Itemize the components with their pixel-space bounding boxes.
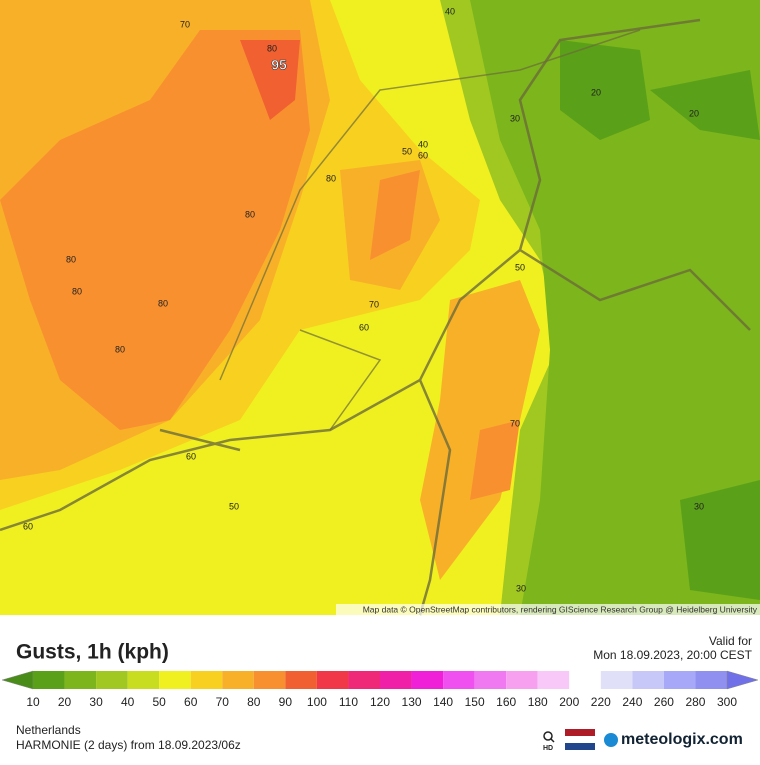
footer: Netherlands HARMONIE (2 days) from 18.09… xyxy=(16,723,743,752)
flag-blue xyxy=(565,743,595,750)
colorbar-label: 90 xyxy=(279,695,293,709)
colorbar-label: 70 xyxy=(216,695,230,709)
attribution: Map data © OpenStreetMap contributors, r… xyxy=(363,604,758,614)
flag-white xyxy=(565,736,595,743)
colorbar-swatch xyxy=(159,671,191,689)
valid-label: Valid for xyxy=(709,634,752,648)
zone-80-inland xyxy=(370,170,520,500)
contour-label: 40 xyxy=(445,6,455,16)
contour-label: 40 xyxy=(418,139,428,149)
colorbar-label: 160 xyxy=(496,695,516,709)
colorbar-label: 30 xyxy=(89,695,103,709)
colorbar-swatch xyxy=(127,671,160,689)
map: Map data © OpenStreetMap contributors, r… xyxy=(0,0,760,616)
colorbar-swatch xyxy=(380,671,412,689)
contour-label: 60 xyxy=(359,322,369,332)
colorbar-label: 60 xyxy=(184,695,198,709)
contour-label: 50 xyxy=(402,146,412,156)
brand-logo xyxy=(604,733,618,747)
legend-title: Gusts, 1h (kph) xyxy=(16,641,169,664)
colorbar-swatch xyxy=(316,671,349,689)
colorbar-swatch xyxy=(600,671,633,689)
colorbar-label: 280 xyxy=(685,695,705,709)
colorbar-label: 240 xyxy=(622,695,642,709)
contour-label: 80 xyxy=(66,254,76,264)
contour-label: 30 xyxy=(516,583,526,593)
colorbar-swatch xyxy=(632,671,664,689)
colorbar-label: 120 xyxy=(370,695,390,709)
colorbar-swatch xyxy=(96,671,128,689)
colorbar-label: 130 xyxy=(402,695,422,709)
brand[interactable]: meteologix.com xyxy=(621,731,743,748)
contour-label: 60 xyxy=(23,521,33,531)
contour-label: 30 xyxy=(694,501,704,511)
legend: Gusts, 1h (kph) Valid for Mon 18.09.2023… xyxy=(1,634,759,709)
colorbar-swatch xyxy=(33,671,65,689)
border-lines xyxy=(0,18,751,616)
max-label: 95 xyxy=(271,57,287,73)
colorbar-label: 180 xyxy=(528,695,548,709)
colorbar-swatch xyxy=(474,671,507,689)
contour-label: 50 xyxy=(515,262,525,272)
contour-label: 20 xyxy=(591,87,601,97)
zone-20-30 xyxy=(560,40,760,600)
colorbar-label: 80 xyxy=(247,695,261,709)
colorbar-label: 40 xyxy=(121,695,135,709)
colorbar-swatch xyxy=(348,671,380,689)
colorbar-label: 140 xyxy=(433,695,453,709)
contour-label: 70 xyxy=(369,299,379,309)
attribution-bg xyxy=(336,604,760,615)
flag-red xyxy=(565,729,595,736)
zone-30-40 xyxy=(470,0,760,615)
colorbar-swatch xyxy=(190,671,223,689)
contour-label: 80 xyxy=(326,173,336,183)
contour-label: 20 xyxy=(689,108,699,118)
colorbar-swatch xyxy=(253,671,286,689)
search-icon-handle xyxy=(550,738,555,743)
colorbar-swatch xyxy=(285,671,317,689)
hd-label[interactable]: HD xyxy=(543,745,553,752)
contour-label: 70 xyxy=(180,19,190,29)
valid-time: Mon 18.09.2023, 20:00 CEST xyxy=(593,648,752,662)
colorbar-swatch xyxy=(537,671,570,689)
colorbar-label: 260 xyxy=(654,695,674,709)
zone-80-90 xyxy=(0,30,310,430)
colorbar-label: 220 xyxy=(591,695,611,709)
coast-lines xyxy=(219,29,641,431)
colorbar-swatch xyxy=(695,671,727,689)
colorbar-swatch xyxy=(411,671,444,689)
colorbar: 10 20 30 40 50 60 70 80 90 100 110 120 130 140 150 160 1… xyxy=(1,670,759,709)
search-icon[interactable] xyxy=(543,731,553,741)
contour-label: 70 xyxy=(510,418,520,428)
colorbar-label: 200 xyxy=(559,695,579,709)
contour-label: 50 xyxy=(229,501,239,511)
colorbar-swatch xyxy=(569,671,601,689)
colorbar-label: 150 xyxy=(465,695,485,709)
colorbar-swatch xyxy=(222,671,254,689)
region: Netherlands xyxy=(16,723,81,737)
zone-90 xyxy=(240,40,300,120)
colorbar-swatch xyxy=(443,671,475,689)
colorbar-label: 50 xyxy=(153,695,167,709)
colorbar-arrow xyxy=(726,670,759,690)
contour-label: 80 xyxy=(267,43,277,53)
contour-label: 80 xyxy=(245,209,255,219)
contour-label: 60 xyxy=(418,150,428,160)
colorbar-swatch xyxy=(663,671,696,689)
contour-label: 30 xyxy=(510,113,520,123)
colorbar-arrow xyxy=(1,670,34,690)
contour-label: 80 xyxy=(158,298,168,308)
colorbar-label: 20 xyxy=(58,695,72,709)
colorbar-label: 10 xyxy=(26,695,40,709)
contour-label: 80 xyxy=(115,344,125,354)
colorbar-swatch xyxy=(64,671,97,689)
colorbar-label: 110 xyxy=(339,695,358,709)
model-run: HARMONIE (2 days) from 18.09.2023/06z xyxy=(16,738,241,752)
contour-label: 60 xyxy=(186,451,196,461)
contour-label: 80 xyxy=(72,286,82,296)
colorbar-label: 100 xyxy=(307,695,327,709)
colorbar-label: 300 xyxy=(717,695,737,709)
colorbar-swatch xyxy=(506,671,538,689)
